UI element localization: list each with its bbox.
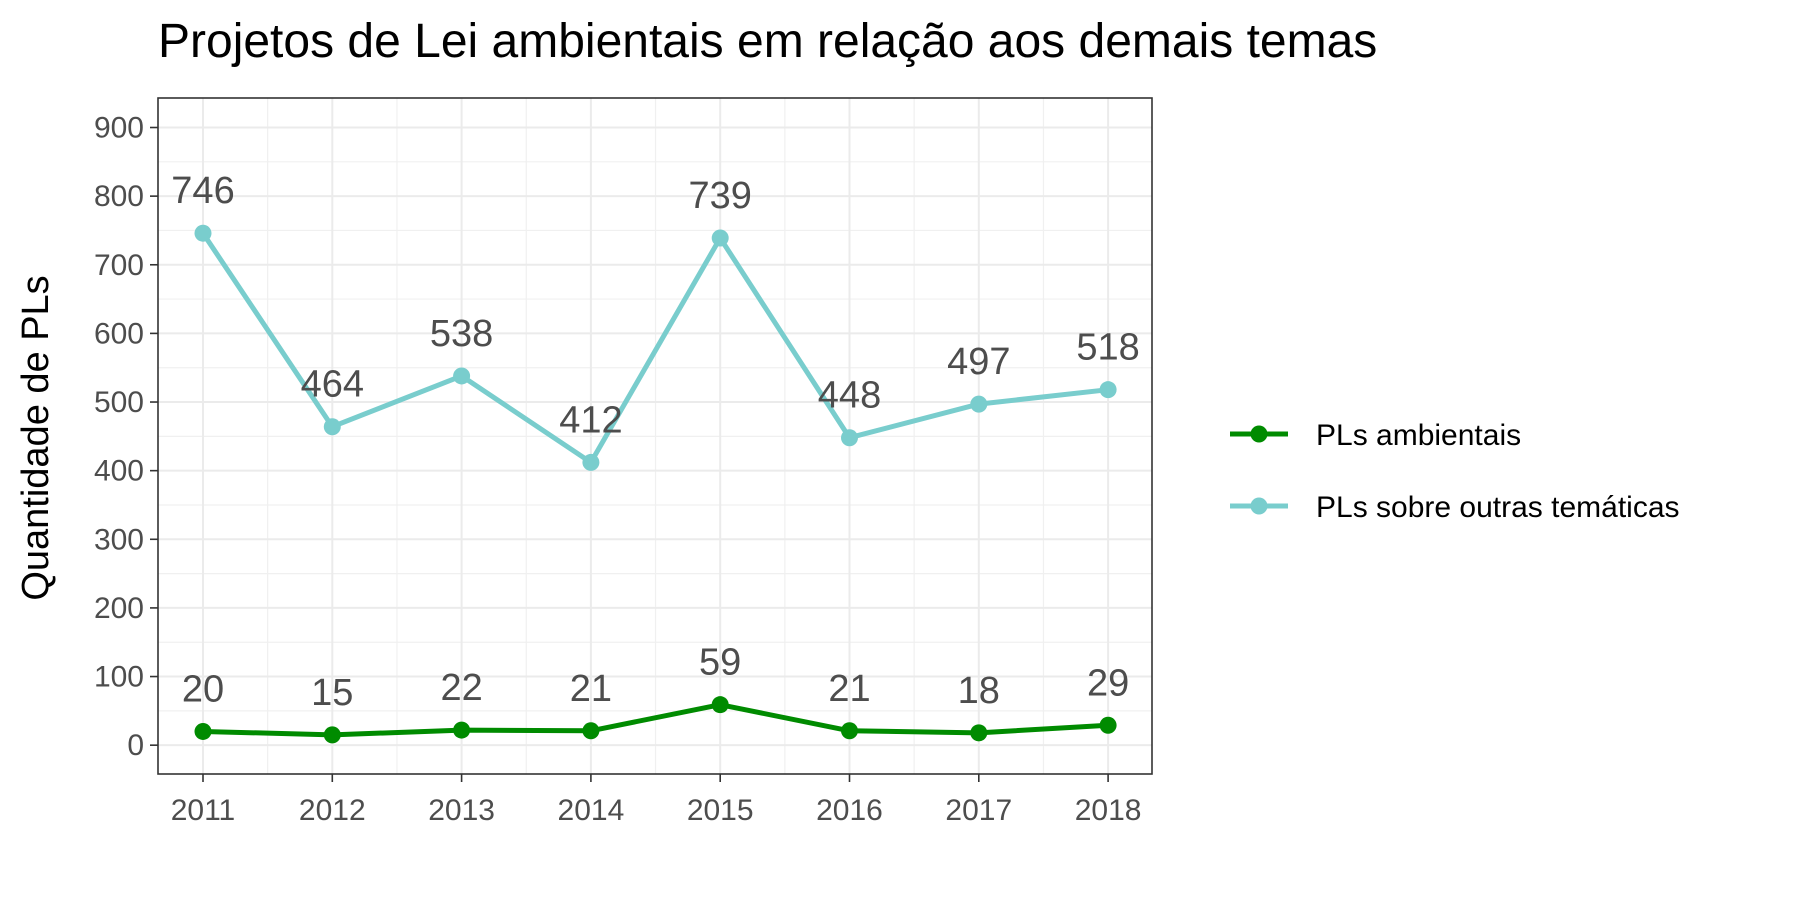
y-tick-label: 900 [94, 112, 144, 145]
data-point [841, 722, 858, 740]
y-tick-label: 400 [94, 455, 144, 488]
data-label: 746 [171, 170, 234, 212]
y-tick-label: 0 [127, 729, 144, 762]
data-label: 412 [559, 399, 622, 441]
data-point [711, 229, 729, 247]
legend-key-point [1250, 425, 1268, 443]
data-label: 20 [182, 668, 224, 710]
y-tick-label: 100 [94, 661, 144, 694]
data-label: 464 [301, 364, 364, 406]
data-labels: 20 15 22 21 59 21 18 29 746 464 538 412 739 448 497 518 [171, 170, 1140, 714]
x-tick-label: 2014 [558, 794, 625, 827]
y-tick-label: 700 [94, 249, 144, 282]
data-label: 29 [1087, 662, 1129, 704]
series-line-1 [200, 231, 1109, 465]
data-point [194, 722, 212, 740]
data-label: 22 [440, 667, 482, 709]
y-axis-title: Quantidade de PLs [15, 275, 57, 600]
x-tick-label: 2012 [299, 794, 366, 827]
y-axis: 0 100 200 300 400 500 600 700 800 900 [94, 112, 158, 762]
y-tick-label: 200 [94, 592, 144, 625]
y-tick-label: 300 [94, 523, 144, 556]
data-point [453, 367, 471, 385]
data-label: 59 [699, 642, 741, 684]
series-line-0 [202, 702, 1109, 738]
data-label: 739 [688, 175, 751, 217]
data-label: 18 [958, 670, 1000, 712]
data-point [711, 696, 729, 714]
data-point [1099, 716, 1117, 734]
y-tick-label: 800 [94, 180, 144, 213]
data-label: 497 [947, 341, 1010, 383]
x-tick-label: 2017 [945, 794, 1012, 827]
minor-gridlines [158, 98, 1152, 774]
x-tick-label: 2013 [428, 794, 495, 827]
data-label: 21 [570, 668, 612, 710]
data-point [970, 724, 988, 742]
panel-border [157, 97, 1153, 775]
legend-label: PLs ambientais [1316, 419, 1521, 452]
legend-label: PLs sobre outras temáticas [1316, 491, 1680, 524]
data-label: 21 [828, 668, 870, 710]
x-tick-label: 2015 [687, 794, 754, 827]
data-point [194, 224, 212, 242]
series-layer [194, 224, 1117, 744]
chart-title: Projetos de Lei ambientais em relação ao… [158, 15, 1378, 68]
data-label: 538 [430, 313, 493, 355]
data-point [582, 722, 600, 740]
legend-key-point [1250, 497, 1268, 515]
data-point [970, 395, 988, 413]
data-point [453, 721, 471, 739]
x-tick-label: 2011 [171, 794, 236, 827]
x-tick-label: 2018 [1075, 794, 1142, 827]
x-axis: 2011 2012 2013 2014 2015 2016 2017 2018 [171, 774, 1142, 827]
x-tick-label: 2016 [816, 794, 883, 827]
data-point [582, 453, 600, 471]
legend: PLs ambientais PLs sobre outras temáticas [1230, 419, 1680, 524]
data-label: 15 [311, 672, 353, 714]
data-label: 448 [818, 375, 881, 417]
data-point [841, 429, 858, 447]
data-label: 518 [1076, 327, 1139, 369]
y-tick-label: 600 [94, 317, 144, 350]
data-point [323, 726, 341, 744]
y-tick-label: 500 [94, 386, 144, 419]
data-point [323, 418, 341, 436]
major-gridlines [158, 98, 1152, 774]
data-point [1099, 381, 1117, 399]
